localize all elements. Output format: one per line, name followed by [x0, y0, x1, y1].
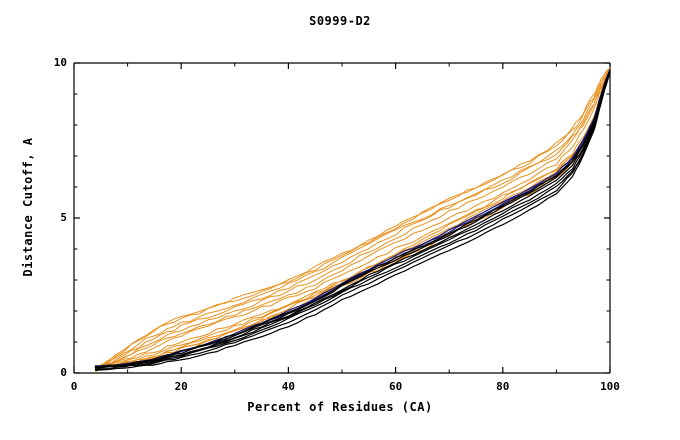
- series-line: [94, 70, 611, 368]
- x-axis-label: Percent of Residues (CA): [247, 400, 433, 414]
- series-line: [94, 71, 611, 370]
- series-line: [94, 68, 611, 367]
- series-line: [94, 71, 611, 369]
- x-tick-label: 20: [174, 380, 188, 393]
- series-line: [94, 68, 611, 370]
- axis-ticks: [73, 62, 611, 374]
- series-line: [94, 71, 611, 369]
- x-tick-label: 40: [281, 380, 296, 393]
- series-line: [94, 70, 611, 369]
- chart-title: S0999-D2: [309, 14, 371, 28]
- y-tick-label: 0: [60, 366, 67, 379]
- series-line: [94, 71, 611, 371]
- x-tick-label: 60: [388, 380, 403, 393]
- series-line: [94, 67, 611, 373]
- series-line: [94, 71, 611, 369]
- y-axis-label: Distance Cutoff, A: [21, 137, 35, 277]
- y-tick-label: 5: [60, 211, 67, 224]
- x-tick-label: 80: [496, 380, 510, 393]
- series-line: [94, 71, 611, 369]
- series-line: [94, 68, 611, 370]
- y-tick-label: 10: [53, 56, 67, 69]
- x-tick-label: 0: [70, 380, 78, 393]
- axis-frame: [73, 62, 611, 374]
- series-line: [94, 70, 611, 368]
- x-tick-label: 100: [600, 380, 620, 393]
- series-layer: [94, 67, 611, 373]
- series-line: [94, 70, 611, 369]
